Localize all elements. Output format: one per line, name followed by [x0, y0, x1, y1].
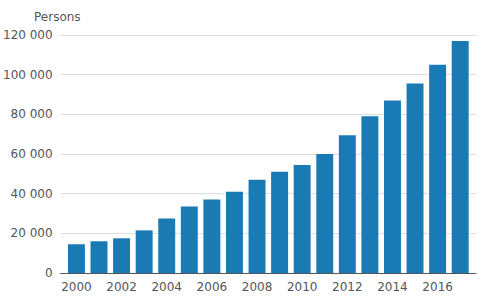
- svg-text:100 000: 100 000: [3, 68, 53, 82]
- svg-text:2006: 2006: [197, 280, 228, 294]
- svg-text:40 000: 40 000: [11, 187, 53, 201]
- svg-text:2012: 2012: [332, 280, 363, 294]
- svg-text:80 000: 80 000: [11, 107, 53, 121]
- svg-text:2002: 2002: [106, 280, 137, 294]
- svg-text:0: 0: [45, 266, 53, 280]
- svg-text:2014: 2014: [377, 280, 408, 294]
- svg-text:2010: 2010: [287, 280, 318, 294]
- svg-text:20 000: 20 000: [11, 226, 53, 240]
- svg-text:2016: 2016: [422, 280, 453, 294]
- svg-text:60 000: 60 000: [11, 147, 53, 161]
- svg-text:120 000: 120 000: [3, 28, 53, 42]
- svg-text:Persons: Persons: [34, 10, 81, 24]
- svg-text:2004: 2004: [151, 280, 182, 294]
- svg-text:2008: 2008: [242, 280, 273, 294]
- svg-text:2000: 2000: [61, 280, 92, 294]
